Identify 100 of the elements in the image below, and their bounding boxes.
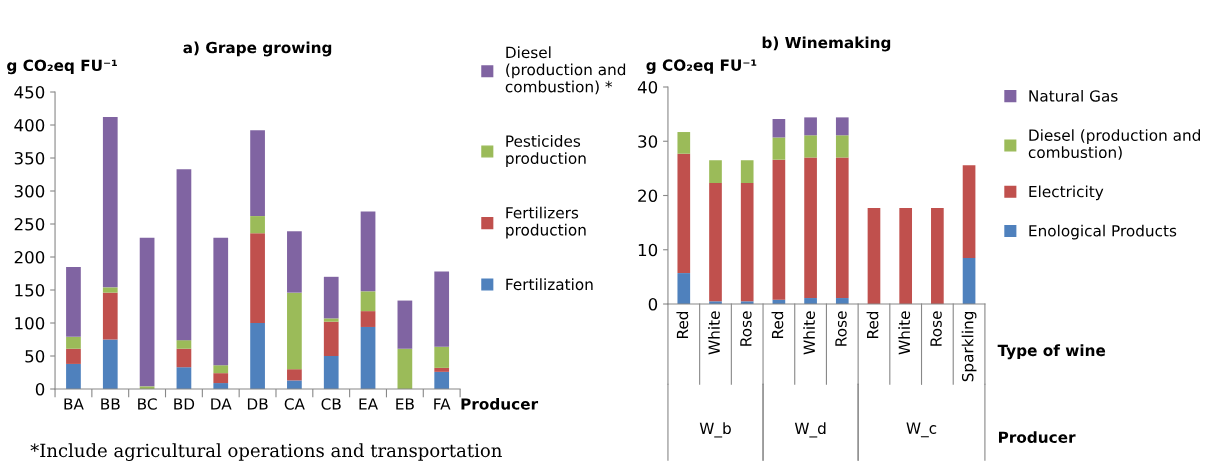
x-axis-title: Type of wine — [997, 344, 1106, 360]
bar — [434, 371, 450, 389]
bar — [102, 339, 118, 389]
bar — [835, 157, 849, 299]
bar — [66, 348, 81, 364]
bar — [360, 311, 376, 327]
y-tick-label: 0 — [648, 297, 658, 311]
y-tick-label: 100 — [15, 316, 45, 330]
bar — [677, 132, 691, 154]
bar — [213, 237, 229, 366]
bar — [434, 367, 450, 372]
x-tick-label: White — [803, 311, 816, 355]
x-tick-label: Sparkling — [961, 311, 977, 382]
bar — [434, 271, 450, 347]
bar — [740, 183, 754, 302]
y-axis-title: g CO₂eq FU⁻¹ — [7, 59, 117, 75]
bar — [434, 346, 450, 368]
bar — [102, 292, 118, 340]
bar — [250, 233, 265, 323]
bar — [250, 216, 265, 234]
text: *Include agricultural operations and transportation — [30, 443, 502, 461]
bar — [287, 369, 302, 381]
bar — [66, 266, 81, 337]
bar — [323, 318, 339, 322]
bar — [899, 207, 913, 305]
x-tick-label: Red — [866, 311, 879, 339]
bar — [102, 117, 118, 288]
bar — [139, 237, 155, 387]
x-tick-label: EA — [359, 398, 378, 410]
x-tick-label: BB — [101, 398, 120, 410]
bar — [360, 326, 376, 389]
bar — [102, 287, 118, 293]
chart-title: b) Winemaking — [762, 36, 891, 52]
y-tick-label: 40 — [637, 80, 658, 94]
y-tick-label: 150 — [15, 283, 45, 297]
bar — [66, 336, 81, 349]
legend-label: Enological Products — [1029, 224, 1177, 240]
bar — [931, 207, 944, 305]
chart-title: a) Grape growing — [183, 41, 332, 57]
bar — [709, 183, 722, 302]
bar — [287, 292, 302, 370]
bar — [804, 117, 817, 136]
bar — [176, 348, 192, 368]
bar — [250, 323, 265, 389]
x-tick-label: Red — [676, 311, 689, 339]
bar — [962, 165, 976, 258]
bar — [213, 373, 229, 384]
text: Producer — [998, 431, 1076, 443]
bar — [772, 119, 786, 138]
y-tick-label: 350 — [14, 151, 45, 165]
bar — [323, 276, 339, 319]
bar — [287, 380, 302, 389]
y-tick-label: 0 — [35, 382, 45, 396]
y-tick-label: 20 — [638, 189, 658, 203]
x-tick-label: DA — [211, 398, 232, 410]
text: W_b — [699, 422, 731, 438]
y-tick-label: 200 — [14, 250, 45, 264]
x-tick-label: White — [898, 311, 911, 355]
legend-label: Fertilizers production — [506, 206, 586, 239]
bar — [867, 207, 881, 305]
bar — [677, 273, 691, 305]
x-tick-label: BA — [64, 398, 84, 410]
x-axis-title: Producer — [461, 397, 539, 410]
x-tick-label: DB — [247, 398, 268, 410]
bar — [176, 340, 192, 349]
bar — [176, 367, 192, 389]
legend-label: Electricity — [1029, 185, 1104, 201]
bar — [804, 157, 817, 299]
bar — [962, 257, 976, 305]
legend-label: Pesticides production — [506, 135, 586, 167]
bar — [835, 135, 849, 158]
text: W_c — [906, 422, 937, 438]
y-axis-title: g CO₂eq FU⁻¹ — [646, 59, 757, 74]
legend-label: Natural Gas — [1029, 89, 1118, 102]
x-tick-label: BC — [138, 398, 157, 410]
legend-label: Fertilization — [506, 278, 593, 291]
x-tick-label: EB — [396, 398, 414, 410]
bar — [323, 356, 339, 389]
y-tick-label: 250 — [14, 217, 45, 231]
bar — [360, 211, 376, 292]
bar — [250, 130, 265, 217]
y-tick-label: 10 — [638, 243, 658, 257]
x-tick-label: Rose — [930, 311, 942, 346]
bar — [835, 117, 849, 136]
bar — [740, 160, 754, 184]
x-tick-label: BD — [174, 398, 195, 410]
bar — [213, 365, 229, 374]
bar — [323, 321, 339, 356]
bar — [772, 137, 786, 160]
text: W_d — [794, 422, 826, 438]
bar — [709, 160, 722, 184]
bar — [66, 363, 81, 389]
bar — [287, 231, 302, 293]
x-tick-label: White — [708, 311, 720, 355]
bar — [360, 291, 376, 312]
bar — [397, 348, 413, 389]
y-tick-label: 300 — [14, 184, 45, 198]
x-tick-label: FA — [434, 398, 451, 410]
x-tick-label: CB — [321, 398, 341, 410]
y-tick-label: 450 — [14, 85, 45, 99]
